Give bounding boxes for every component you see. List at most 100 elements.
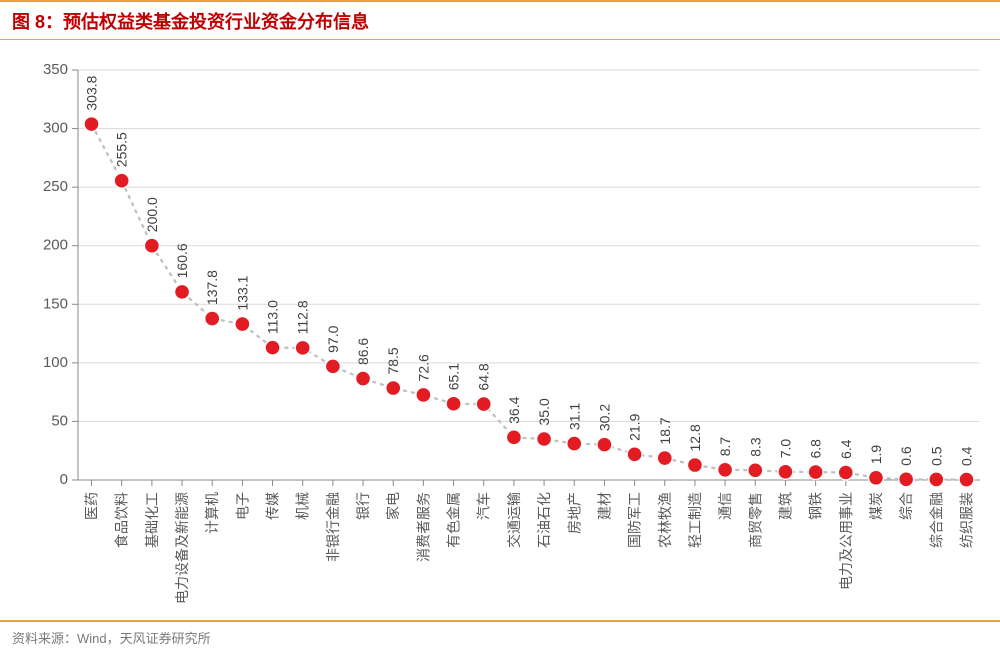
data-label: 137.8 (204, 270, 220, 305)
data-label: 30.2 (596, 404, 612, 431)
data-marker (808, 465, 823, 480)
xtick-label: 电力设备及新能源 (174, 492, 190, 604)
data-label: 18.7 (657, 417, 673, 444)
data-marker (325, 359, 340, 374)
xtick-label: 纺织服装 (958, 492, 974, 548)
data-marker (959, 472, 974, 487)
series-line (92, 124, 967, 479)
data-label: 36.4 (506, 396, 522, 423)
data-label: 6.8 (808, 439, 824, 459)
ytick-label: 150 (43, 295, 68, 312)
data-marker (295, 340, 310, 355)
xtick-label: 医药 (84, 492, 100, 520)
data-marker (537, 432, 552, 447)
xtick-label: 机械 (295, 492, 311, 520)
chart-svg: 0 50 100 150 200 250 300 350 303.8 医药 255.5 食品饮料 200… (0, 40, 1000, 620)
ytick-label: 200 (43, 237, 68, 254)
data-label: 0.4 (958, 446, 974, 466)
data-label: 64.8 (476, 363, 492, 390)
xtick-label: 消费者服务 (415, 492, 431, 562)
chart-header: 图 8：预估权益类基金投资行业资金分布信息 (0, 0, 1000, 40)
xtick-label: 石油石化 (536, 492, 552, 548)
data-label: 8.7 (717, 437, 733, 457)
data-marker (446, 396, 461, 411)
xtick-label: 家电 (385, 492, 401, 520)
xtick-label: 计算机 (204, 492, 220, 534)
data-label: 0.6 (898, 446, 914, 466)
data-label: 78.5 (385, 347, 401, 374)
xtick-label: 食品饮料 (114, 492, 130, 548)
data-marker (748, 463, 763, 478)
data-marker (476, 397, 491, 412)
data-marker (778, 464, 793, 479)
data-marker (356, 371, 371, 386)
data-marker (627, 447, 642, 462)
xtick-label: 建材 (596, 492, 612, 520)
chart-area: 0 50 100 150 200 250 300 350 303.8 医药 255.5 食品饮料 200… (0, 40, 1000, 620)
ytick-label: 300 (43, 120, 68, 137)
ytick-label: 350 (43, 61, 68, 78)
data-marker (235, 317, 250, 332)
data-marker (718, 462, 733, 477)
xtick-label: 汽车 (476, 492, 492, 520)
ytick-label: 250 (43, 178, 68, 195)
data-marker (114, 173, 129, 188)
data-label: 8.3 (747, 437, 763, 457)
data-marker (506, 430, 521, 445)
data-label: 6.4 (838, 439, 854, 459)
data-label: 133.1 (234, 275, 250, 310)
xtick-label: 银行 (355, 492, 371, 520)
data-label: 303.8 (84, 75, 100, 110)
data-marker (144, 238, 159, 253)
data-marker (205, 311, 220, 326)
data-label: 112.8 (295, 300, 311, 334)
data-marker (386, 381, 401, 396)
data-marker (657, 451, 672, 466)
ytick-label: 50 (51, 412, 68, 429)
xtick-label: 传媒 (265, 492, 281, 520)
xtick-label: 电力及公用事业 (838, 492, 854, 590)
data-marker (416, 387, 431, 402)
data-label: 31.1 (566, 403, 582, 430)
data-label: 255.5 (114, 132, 130, 167)
data-label: 12.8 (687, 424, 703, 451)
xtick-label: 有色金属 (446, 492, 462, 548)
ytick-label: 0 (60, 471, 68, 488)
data-label: 97.0 (325, 325, 341, 352)
xtick-label: 综合金融 (928, 492, 944, 548)
data-label: 65.1 (446, 363, 462, 390)
xtick-label: 轻工制造 (687, 492, 703, 548)
data-marker (929, 472, 944, 487)
data-marker (567, 436, 582, 451)
data-marker (84, 117, 99, 132)
data-label: 160.6 (174, 243, 190, 278)
xtick-label: 农林牧渔 (657, 492, 673, 548)
xtick-label: 电子 (234, 492, 250, 520)
data-marker (597, 437, 612, 452)
data-label: 200.0 (144, 197, 160, 232)
ytick-label: 100 (43, 354, 68, 371)
data-label: 72.6 (415, 354, 431, 381)
xtick-label: 通信 (717, 492, 733, 520)
xtick-label: 基础化工 (144, 492, 160, 548)
xtick-label: 煤炭 (868, 492, 884, 520)
data-marker (265, 340, 280, 355)
data-label: 113.0 (265, 300, 281, 334)
data-marker (175, 284, 190, 299)
xtick-label: 房地产 (566, 492, 582, 534)
xtick-label: 交通运输 (506, 492, 522, 548)
xtick-label: 非银行金融 (325, 492, 341, 562)
data-label: 21.9 (627, 413, 643, 440)
data-marker (899, 472, 914, 487)
data-marker (838, 465, 853, 480)
xtick-label: 国防军工 (627, 492, 643, 548)
source-label: 资料来源：Wind，天风证券研究所 (12, 631, 211, 646)
data-marker (687, 458, 702, 473)
xtick-label: 商贸零售 (747, 492, 763, 548)
data-marker (868, 470, 883, 485)
data-label: 7.0 (777, 439, 793, 459)
data-label: 1.9 (868, 445, 884, 465)
xtick-label: 钢铁 (808, 492, 824, 520)
xtick-label: 建筑 (777, 492, 793, 520)
chart-footer: 资料来源：Wind，天风证券研究所 (0, 620, 1000, 653)
